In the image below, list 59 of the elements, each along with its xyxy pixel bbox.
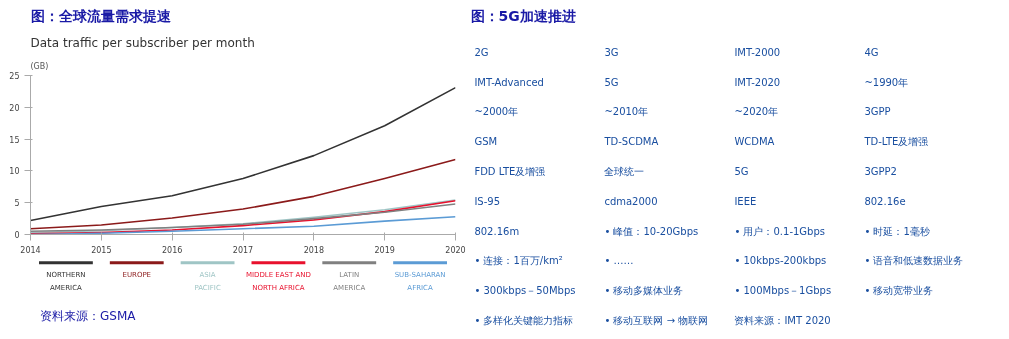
text: ~2000年 [474, 106, 519, 118]
text: ~2010年 [604, 106, 649, 118]
text: 802.16m [474, 225, 520, 237]
text: 5G [604, 76, 619, 88]
line-series [30, 158, 456, 230]
text: • 移动宽带业务 [864, 285, 934, 297]
text: ~1990年 [864, 76, 909, 88]
text: ~2020年 [734, 106, 779, 118]
text: 802.16e [864, 196, 906, 208]
text: IS-95 [474, 195, 501, 207]
text: TD-LTE及增强 [863, 136, 929, 148]
x-tick-label: 2015 [91, 245, 112, 255]
text: 3GPP [864, 106, 891, 118]
y-tick-label: 10 [9, 167, 20, 177]
text: • 时延：1毫秒 [864, 225, 930, 237]
y-tick-label: 20 [9, 103, 20, 113]
x-tick-label: 2014 [20, 245, 41, 255]
y-tick-label: 15 [9, 135, 20, 145]
text: • 移动多媒体业务 [604, 285, 684, 297]
chart-subtitle: Data traffic per subscriber per month [30, 35, 255, 50]
text: 资料来源：GSMA [40, 308, 136, 325]
text: IMT-2000 [734, 46, 781, 58]
text: • 连接：1百万/km² [474, 255, 563, 267]
text: • 多样化关键能力指标 [474, 315, 574, 327]
text: • 100Mbps－1Gbps [734, 285, 832, 297]
text: GSM [474, 136, 498, 148]
text: • 10kbps-200kbps [734, 255, 827, 267]
text: IMT-2020 [734, 76, 781, 88]
x-tick-label: 2020 [445, 245, 466, 255]
text: 3G [604, 46, 619, 58]
y-tick-label: 25 [9, 72, 20, 81]
text: 4G [864, 46, 879, 58]
text: • 300kbps－50Mbps [474, 285, 576, 297]
y-tick-label: 5 [14, 199, 20, 209]
text: TD-SCDMA [603, 136, 659, 148]
y-axis-title: (GB) [30, 61, 49, 71]
x-tick-label: 2018 [303, 245, 325, 255]
text: WCDMA [734, 136, 775, 148]
text: FDD LTE及增强 [474, 166, 546, 178]
text: 3GPP2 [864, 166, 897, 178]
text: 图：5G加速推进 [470, 7, 576, 24]
line-series [30, 86, 456, 222]
text: • 移动互联网 → 物联网 [604, 315, 709, 327]
x-tick-label: 2019 [374, 245, 395, 255]
text: • …… [604, 255, 634, 267]
text: 5G [734, 166, 749, 178]
text: • 用户：0.1-1Gbps [734, 225, 826, 237]
text: 2G [474, 46, 489, 58]
text: IEEE [734, 195, 757, 207]
text: 资料来源：IMT 2020 [734, 315, 831, 327]
text: 全球统一 [604, 166, 645, 178]
x-tick-label: 2016 [161, 245, 183, 255]
chart-title: 图：全球流量需求提速 [30, 7, 172, 24]
text: cdma2000 [604, 195, 658, 207]
y-tick-label: 0 [14, 231, 20, 240]
x-tick-label: 2017 [232, 245, 254, 255]
text: • 语音和低速数据业务 [864, 255, 964, 267]
text: IMT-Advanced [474, 76, 544, 88]
text: • 峰值：10-20Gbps [604, 225, 699, 237]
